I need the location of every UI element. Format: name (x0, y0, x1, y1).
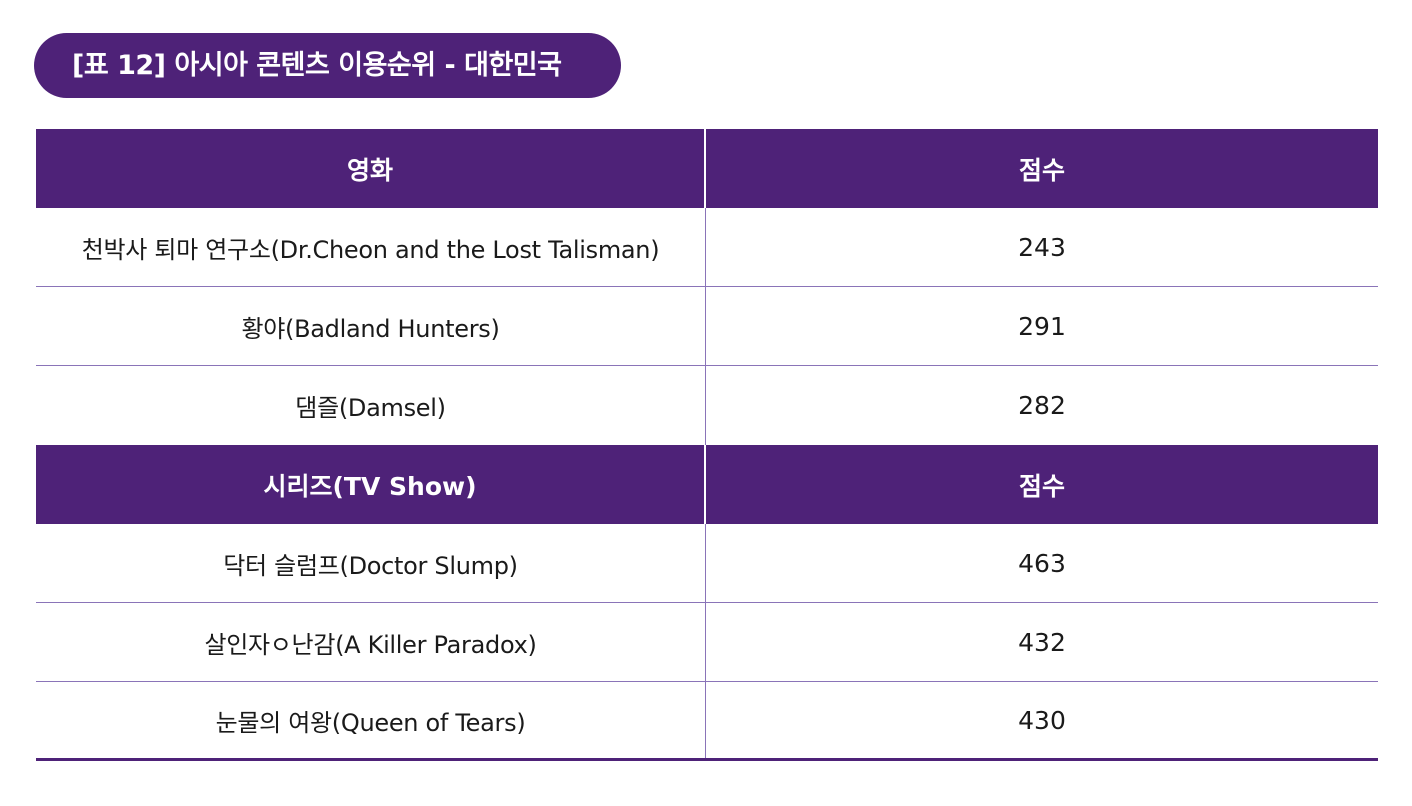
title-text: 황야(Badland Hunters) (241, 314, 500, 343)
score-cell: 243 (1018, 232, 1066, 262)
table-header-movies: 영화 점수 (36, 129, 1378, 208)
title-cell: 황야(Badland Hunters) (36, 287, 706, 365)
table-row: 닥터 슬럼프(Doctor Slump) 463 (36, 524, 1378, 603)
table-row: 눈물의 여왕(Queen of Tears) 430 (36, 682, 1378, 761)
title-text: 천박사 퇴마 연구소(Dr.Cheon and the Lost Talisma… (81, 235, 660, 264)
header-cell-series: 시리즈(TV Show) (36, 445, 706, 524)
table-row: 황야(Badland Hunters) 291 (36, 287, 1378, 366)
header-cell-score: 점수 (1018, 155, 1065, 185)
table-row: 댐즐(Damsel) 282 (36, 366, 1378, 445)
score-cell: 282 (1018, 391, 1066, 420)
title-cell: 댐즐(Damsel) (36, 366, 706, 445)
score-cell: 430 (1018, 705, 1066, 735)
title-text: 댐즐(Damsel) (295, 394, 446, 422)
title-cell: 살인자ㅇ난감(A Killer Paradox) (36, 603, 706, 681)
table-row: 살인자ㅇ난감(A Killer Paradox) 432 (36, 603, 1378, 682)
header-cell-score: 점수 (1018, 471, 1065, 501)
title-text: 눈물의 여왕(Queen of Tears) (215, 708, 526, 737)
header-cell-movie: 영화 (36, 129, 706, 208)
content-ranking-table: 영화 점수 천박사 퇴마 연구소(Dr.Cheon and the Lost T… (36, 129, 1378, 761)
score-cell: 291 (1018, 311, 1066, 341)
score-cell: 463 (1018, 548, 1066, 578)
table-header-series: 시리즈(TV Show) 점수 (36, 445, 1378, 524)
title-cell: 천박사 퇴마 연구소(Dr.Cheon and the Lost Talisma… (36, 208, 706, 286)
title-cell: 눈물의 여왕(Queen of Tears) (36, 682, 706, 758)
table-title: [표 12] 아시아 콘텐츠 이용순위 - 대한민국 (34, 33, 621, 98)
score-cell: 432 (1018, 627, 1066, 657)
title-text: 닥터 슬럼프(Doctor Slump) (223, 551, 518, 580)
title-cell: 닥터 슬럼프(Doctor Slump) (36, 524, 706, 602)
title-text: 살인자ㅇ난감(A Killer Paradox) (204, 630, 537, 659)
table-row: 천박사 퇴마 연구소(Dr.Cheon and the Lost Talisma… (36, 208, 1378, 287)
